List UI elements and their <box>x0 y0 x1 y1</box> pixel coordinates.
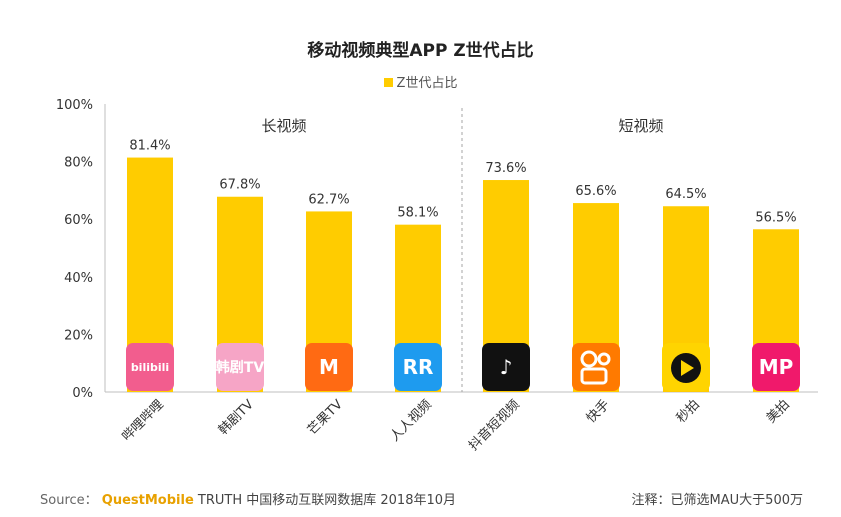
legend: Z世代占比 <box>0 72 841 91</box>
data-label: 67.8% <box>219 178 260 193</box>
data-label: 58.1% <box>397 206 438 221</box>
bilibili-icon-glyph: bilibili <box>131 361 169 374</box>
data-label: 56.5% <box>755 210 796 225</box>
renren-video-icon <box>394 343 442 391</box>
data-label: 73.6% <box>485 161 526 176</box>
y-tick-label: 0% <box>72 386 93 401</box>
mango-tv-icon <box>305 343 353 391</box>
source-note: Source： QuestMobile TRUTH 中国移动互联网数据库 201… <box>40 489 456 508</box>
meipai-icon <box>752 343 800 391</box>
kuaishou-icon-mark <box>597 352 611 366</box>
y-tick-label: 40% <box>64 271 93 286</box>
meipai-icon-glyph: MP <box>759 355 794 379</box>
hanju-tv-icon-glyph: 韩剧TV <box>216 359 265 376</box>
group-label: 长视频 <box>261 117 306 135</box>
x-tick-label: 美拍 <box>764 397 793 426</box>
mango-tv-icon-glyph: M <box>319 355 339 379</box>
y-tick-label: 60% <box>64 213 93 228</box>
x-tick-label: 韩剧TV <box>216 397 257 438</box>
y-tick-label: 100% <box>56 98 93 113</box>
y-tick-label: 80% <box>64 156 93 171</box>
data-label: 64.5% <box>665 187 706 202</box>
douyin-icon-glyph: ♪ <box>500 355 513 379</box>
legend-swatch <box>383 78 393 87</box>
y-tick-label: 20% <box>64 328 93 343</box>
kuaishou-icon-mark <box>580 350 598 368</box>
renren-video-icon-glyph: RR <box>403 355 434 379</box>
douyin-icon <box>482 343 530 391</box>
data-label: 65.6% <box>575 184 616 199</box>
x-tick-label: 芒果TV <box>304 396 346 438</box>
x-tick-label: 哔哩哔哩 <box>119 397 166 444</box>
miaopai-icon-mark <box>681 360 694 376</box>
group-label: 短视频 <box>618 117 663 135</box>
source-label: Source： <box>40 493 98 508</box>
x-tick-label: 人人视频 <box>387 397 434 444</box>
kuaishou-icon-mark <box>580 367 608 385</box>
legend-label: Z世代占比 <box>396 76 458 91</box>
bilibili-icon <box>126 343 174 391</box>
x-tick-label: 抖音短视频 <box>466 397 523 454</box>
chart-title: 移动视频典型APP Z世代占比 <box>307 41 534 61</box>
x-tick-label: 快手 <box>584 397 613 426</box>
data-label: 62.7% <box>308 192 349 207</box>
x-tick-label: 秒拍 <box>674 397 703 426</box>
hanju-tv-icon <box>216 343 264 391</box>
data-label: 81.4% <box>129 139 170 154</box>
source-text: TRUTH 中国移动互联网数据库 2018年10月 <box>197 493 457 508</box>
footnote: 注释：已筛选MAU大于500万 <box>631 493 803 508</box>
source-brand: QuestMobile <box>101 493 194 508</box>
